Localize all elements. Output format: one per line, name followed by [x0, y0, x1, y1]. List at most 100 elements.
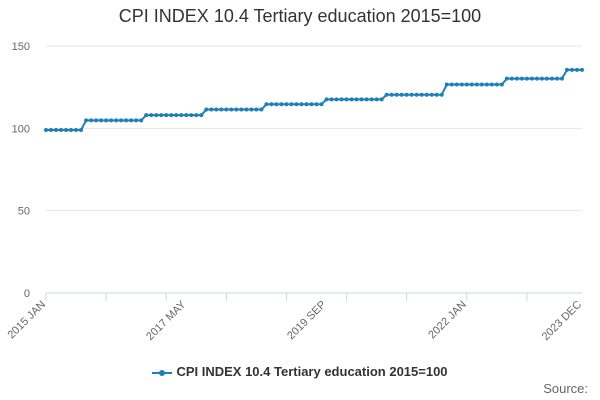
data-point: [519, 76, 524, 81]
data-point: [354, 97, 359, 102]
data-point: [479, 82, 484, 87]
x-tick-label: 2017 MAY: [144, 298, 189, 343]
data-point: [399, 92, 404, 97]
data-point: [504, 76, 509, 81]
x-tick-label: 2022 JAN: [426, 299, 469, 342]
data-point: [64, 127, 69, 132]
data-point: [159, 113, 164, 118]
data-point: [434, 92, 439, 97]
data-point: [309, 102, 314, 107]
data-point: [539, 76, 544, 81]
data-point: [364, 97, 369, 102]
data-point: [179, 113, 184, 118]
data-point: [439, 92, 444, 97]
data-point: [554, 76, 559, 81]
data-point: [164, 113, 169, 118]
data-point: [419, 92, 424, 97]
data-point: [414, 92, 419, 97]
x-tick-label: 2015 JAN: [5, 299, 48, 342]
data-point: [249, 107, 254, 112]
data-point: [359, 97, 364, 102]
data-point: [574, 67, 579, 72]
x-tick-labels: 2015 JAN 2017 MAY 2019 SEP 2022 JAN 2023 DEC: [5, 298, 584, 343]
data-point: [369, 97, 374, 102]
x-tick-label: 2023 DEC: [540, 299, 584, 343]
data-point: [74, 127, 79, 132]
data-point: [409, 92, 414, 97]
data-point: [284, 102, 289, 107]
data-point: [534, 76, 539, 81]
legend[interactable]: CPI INDEX 10.4 Tertiary education 2015=1…: [0, 364, 600, 379]
legend-series-label: CPI INDEX 10.4 Tertiary education 2015=1…: [176, 364, 448, 379]
data-point: [404, 92, 409, 97]
data-point: [189, 113, 194, 118]
data-point: [529, 76, 534, 81]
data-point: [54, 127, 59, 132]
data-point: [244, 107, 249, 112]
data-point: [149, 113, 154, 118]
data-point: [544, 76, 549, 81]
y-axis: 0 50 100 150: [12, 41, 30, 300]
data-point: [144, 113, 149, 118]
legend-series-swatch-icon: [152, 368, 173, 378]
data-point: [199, 113, 204, 118]
data-point: [559, 76, 564, 81]
data-point: [449, 82, 454, 87]
data-point: [124, 118, 129, 123]
data-point: [444, 82, 449, 87]
data-point: [184, 113, 189, 118]
data-point: [344, 97, 349, 102]
data-point: [49, 127, 54, 132]
data-point: [259, 107, 264, 112]
data-point: [394, 92, 399, 97]
data-point: [459, 82, 464, 87]
data-point: [314, 102, 319, 107]
data-point: [389, 92, 394, 97]
chart-title: CPI INDEX 10.4 Tertiary education 2015=1…: [118, 6, 482, 26]
y-tick-label: 0: [24, 288, 30, 300]
data-point: [214, 107, 219, 112]
data-point: [194, 113, 199, 118]
data-point: [174, 113, 179, 118]
data-point: [204, 107, 209, 112]
data-point: [429, 92, 434, 97]
data-point: [379, 97, 384, 102]
data-point: [134, 118, 139, 123]
data-point: [264, 102, 269, 107]
data-point: [69, 127, 74, 132]
data-point: [274, 102, 279, 107]
data-point: [269, 102, 274, 107]
data-point: [339, 97, 344, 102]
data-point: [109, 118, 114, 123]
data-point: [104, 118, 109, 123]
data-point: [94, 118, 99, 123]
data-point: [549, 76, 554, 81]
data-point: [454, 82, 459, 87]
data-point: [99, 118, 104, 123]
x-axis: [45, 292, 582, 301]
data-point: [319, 102, 324, 107]
data-point: [304, 102, 309, 107]
data-point: [494, 82, 499, 87]
data-point: [299, 102, 304, 107]
data-point: [424, 92, 429, 97]
data-point: [324, 97, 329, 102]
data-point: [239, 107, 244, 112]
data-point: [44, 127, 48, 132]
data-point: [169, 113, 174, 118]
data-point: [289, 102, 294, 107]
data-point: [489, 82, 494, 87]
y-tick-label: 50: [18, 206, 30, 218]
data-point: [89, 118, 94, 123]
data-point: [474, 82, 479, 87]
data-point: [154, 113, 159, 118]
data-point: [564, 67, 569, 72]
data-point: [464, 82, 469, 87]
data-point: [254, 107, 259, 112]
data-point: [219, 107, 224, 112]
data-point: [499, 82, 504, 87]
data-point: [79, 127, 84, 132]
data-point: [569, 67, 574, 72]
data-point: [374, 97, 379, 102]
